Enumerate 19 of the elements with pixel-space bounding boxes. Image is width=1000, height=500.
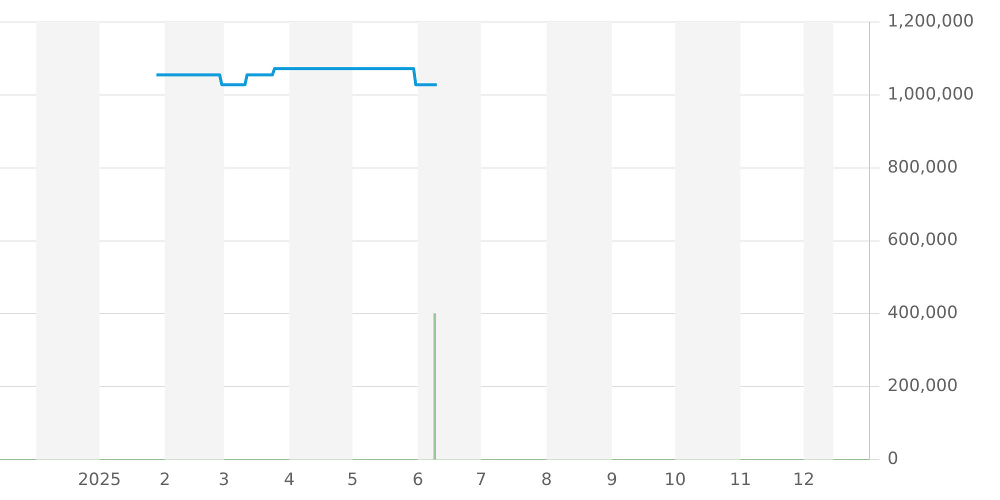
x-tick-label: 12 xyxy=(792,470,815,490)
y-tick-label: 600,000 xyxy=(887,230,958,250)
y-tick-label: 1,000,000 xyxy=(887,84,974,104)
x-tick-label: 8 xyxy=(541,470,552,490)
x-tick-label: 5 xyxy=(347,470,358,490)
x-tick-label: 3 xyxy=(218,470,230,490)
x-tick-label: 9 xyxy=(606,470,618,490)
y-tick-label: 0 xyxy=(887,449,898,470)
x-tick-label: 4 xyxy=(284,470,295,490)
x-tick-label: 10 xyxy=(664,470,686,490)
y-tick-label: 800,000 xyxy=(887,157,958,178)
y-tick-label: 200,000 xyxy=(887,376,958,396)
x-tick-label: 11 xyxy=(730,470,752,490)
y-tick-label: 400,000 xyxy=(887,303,958,324)
x-tick-label: 2025 xyxy=(78,470,122,490)
y-tick-label: 1,200,000 xyxy=(887,11,974,32)
x-tick-label: 7 xyxy=(476,470,487,490)
x-tick-label: 2 xyxy=(159,470,170,490)
x-tick-label: 6 xyxy=(412,470,424,490)
